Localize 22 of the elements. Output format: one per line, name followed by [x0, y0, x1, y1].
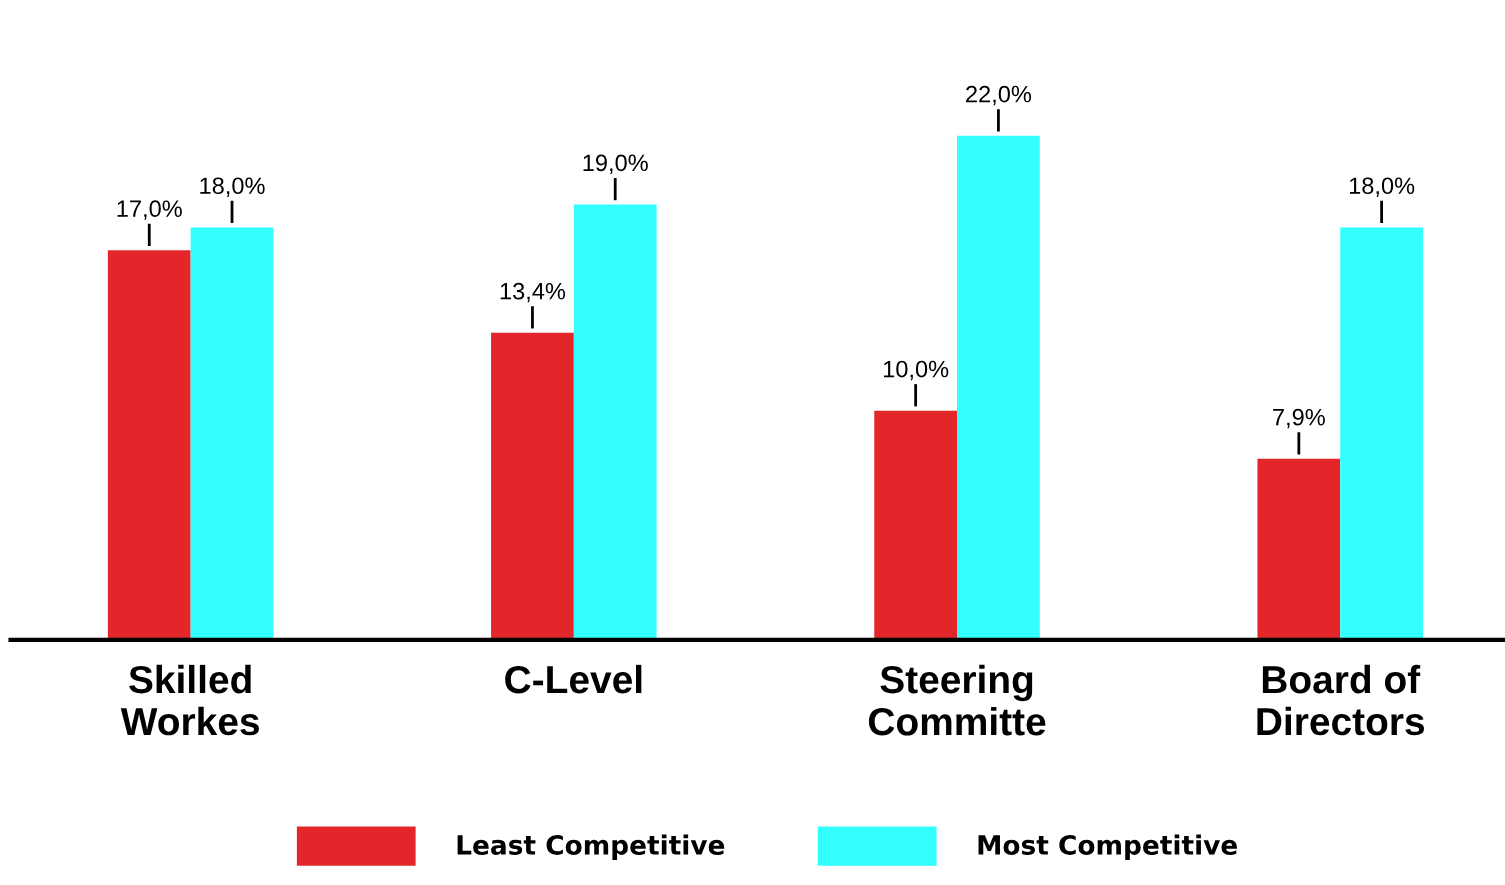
- bar: [1340, 227, 1423, 640]
- data-label: 19,0%: [583, 154, 648, 174]
- data-label: 7,9%: [1273, 408, 1325, 429]
- bar: [190, 227, 274, 640]
- x-tick-label: C-Level: [505, 664, 642, 694]
- data-label: 18,0%: [200, 177, 265, 197]
- legend-label: Least Competitive: [457, 834, 725, 861]
- bar: [874, 410, 958, 640]
- bar: [491, 332, 574, 640]
- data-label: 18,0%: [1349, 177, 1415, 197]
- bar: [107, 250, 191, 640]
- bar: [1257, 458, 1341, 640]
- x-tick-label: Skilled Workes: [120, 664, 259, 736]
- bar: [573, 204, 657, 640]
- x-tick-label: Steering Committe: [868, 664, 1046, 736]
- data-label: 10,0%: [883, 360, 949, 381]
- data-label: 13,4%: [500, 282, 566, 303]
- legend-label: Most Competitive: [978, 834, 1237, 861]
- x-tick-label: Board of Directors: [1257, 664, 1425, 736]
- data-label: 22,0%: [966, 85, 1032, 106]
- bar: [957, 135, 1040, 640]
- data-label: 17,0%: [117, 200, 182, 220]
